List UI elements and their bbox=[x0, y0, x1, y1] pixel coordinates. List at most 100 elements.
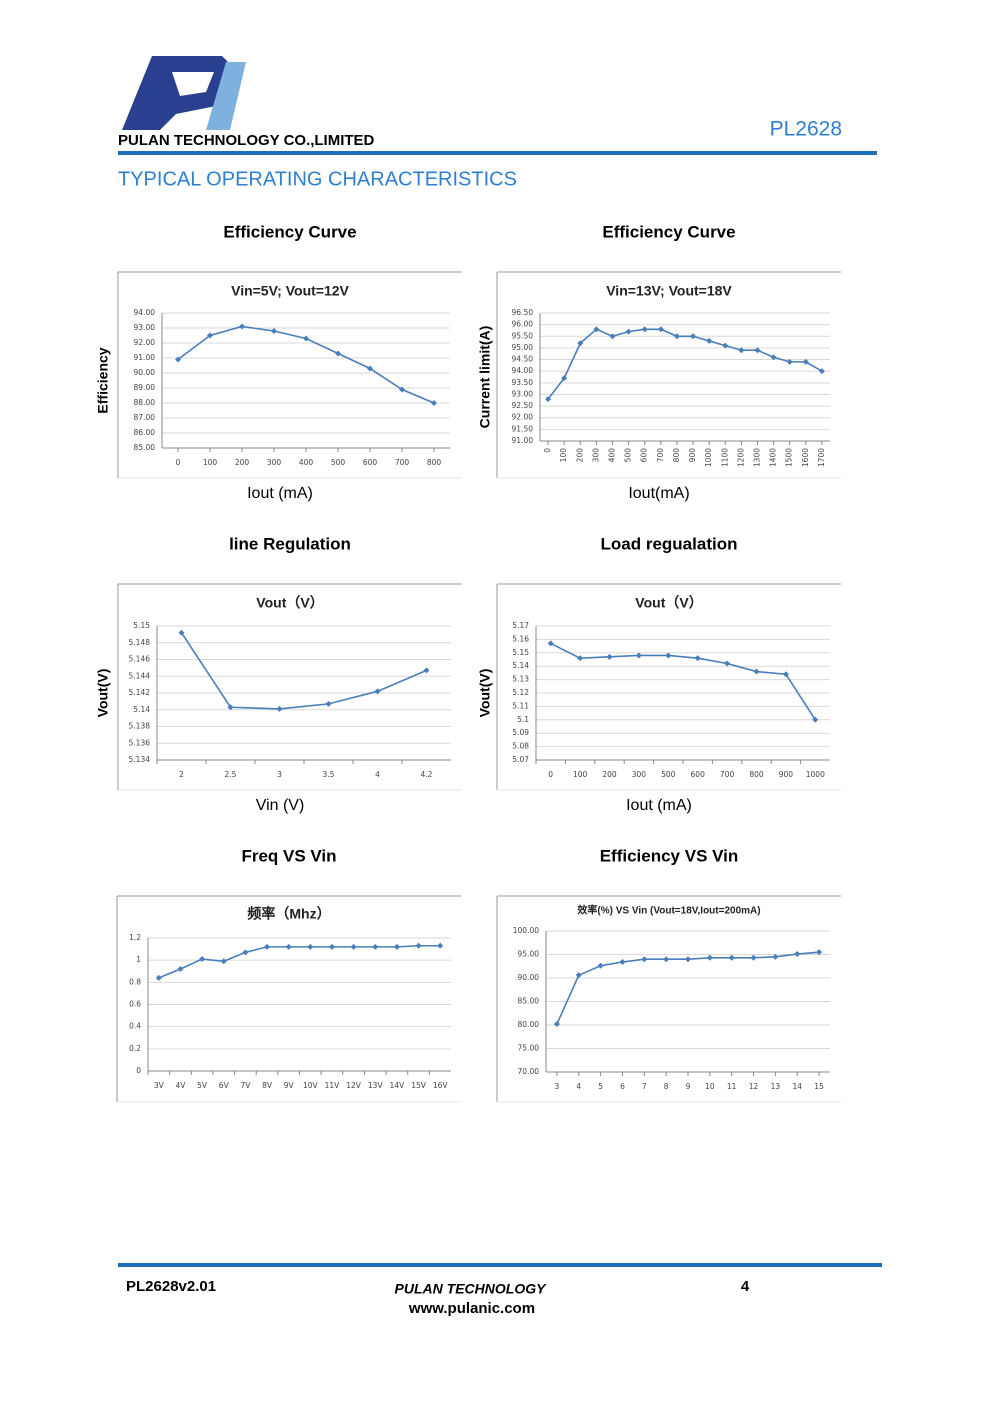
x-tick-label: 4.2 bbox=[421, 770, 433, 779]
point bbox=[750, 954, 757, 961]
y-axis-label: Efficiency bbox=[95, 347, 111, 413]
point bbox=[374, 688, 381, 695]
y-tick-label: 90.00 bbox=[134, 368, 156, 377]
x-tick-label: 3.5 bbox=[323, 770, 335, 779]
point bbox=[207, 332, 213, 339]
point bbox=[635, 652, 642, 659]
x-tick-label: 1200 bbox=[736, 448, 745, 467]
page-number: 4 bbox=[741, 1278, 750, 1295]
x-tick-label: 1000 bbox=[704, 448, 713, 467]
chart-heading: Load regualation bbox=[601, 534, 738, 553]
header-rule bbox=[118, 151, 877, 155]
point bbox=[772, 953, 779, 960]
point bbox=[706, 954, 713, 961]
point bbox=[794, 951, 801, 958]
x-tick-label: 0 bbox=[176, 458, 181, 467]
series-line bbox=[158, 944, 441, 979]
point bbox=[307, 943, 314, 950]
x-tick-label: 13V bbox=[368, 1081, 384, 1090]
chart-title: Vin=5V; Vout=12V bbox=[231, 283, 349, 299]
point bbox=[690, 333, 697, 340]
series-line bbox=[547, 328, 823, 400]
x-tick-label: 13 bbox=[771, 1082, 781, 1091]
y-tick-label: 95.00 bbox=[518, 950, 540, 959]
point bbox=[431, 400, 437, 406]
x-tick-label: 10V bbox=[303, 1081, 319, 1090]
y-tick-label: 94.50 bbox=[512, 355, 534, 364]
point bbox=[393, 943, 400, 950]
point bbox=[722, 342, 729, 349]
point bbox=[372, 943, 379, 950]
y-tick-label: 5.17 bbox=[512, 621, 529, 630]
x-tick-label: 900 bbox=[688, 448, 697, 463]
y-tick-label: 5.11 bbox=[512, 701, 529, 710]
point bbox=[593, 326, 600, 333]
x-tick-label: 3V bbox=[154, 1081, 165, 1090]
chart-title: Vout（V） bbox=[256, 595, 323, 611]
x-tick-label: 900 bbox=[779, 770, 794, 779]
x-tick-label: 7 bbox=[642, 1082, 647, 1091]
logo bbox=[122, 56, 246, 130]
point bbox=[285, 943, 292, 950]
point bbox=[328, 943, 335, 950]
y-tick-label: 70.00 bbox=[518, 1067, 540, 1076]
x-tick-label: 1100 bbox=[720, 448, 729, 467]
x-tick-label: 1700 bbox=[817, 448, 826, 467]
y-tick-label: 5.138 bbox=[129, 722, 151, 731]
x-tick-label: 1000 bbox=[806, 770, 825, 779]
x-tick-label: 700 bbox=[395, 458, 410, 467]
point bbox=[178, 629, 185, 636]
point bbox=[553, 1021, 560, 1028]
y-tick-label: 92.00 bbox=[134, 338, 156, 347]
x-tick-label: 12 bbox=[749, 1082, 759, 1091]
y-tick-label: 0.4 bbox=[129, 1022, 141, 1031]
y-tick-label: 75.00 bbox=[518, 1044, 540, 1053]
x-tick-label: 800 bbox=[672, 448, 681, 463]
point bbox=[641, 326, 648, 333]
y-tick-label: 5.148 bbox=[129, 638, 151, 647]
point bbox=[724, 660, 731, 667]
chart-heading: Freq VS Vin bbox=[241, 846, 336, 865]
x-tick-label: 5V bbox=[197, 1081, 208, 1090]
y-tick-label: 5.09 bbox=[512, 728, 529, 737]
point bbox=[738, 347, 745, 354]
chart-title: Vin=13V; Vout=18V bbox=[606, 283, 732, 299]
point bbox=[335, 350, 341, 357]
x-tick-label: 400 bbox=[299, 458, 314, 467]
y-tick-label: 89.00 bbox=[134, 383, 156, 392]
x-tick-label: 0 bbox=[548, 770, 553, 779]
x-tick-label: 8 bbox=[664, 1082, 669, 1091]
point bbox=[577, 655, 584, 662]
chart-heading: Efficiency Curve bbox=[223, 222, 356, 241]
x-tick-label: 500 bbox=[624, 448, 633, 463]
point bbox=[641, 956, 648, 963]
x-tick-label: 700 bbox=[656, 448, 665, 463]
chart-title: Vout（V） bbox=[635, 595, 702, 611]
x-tick-label: 15 bbox=[814, 1082, 824, 1091]
point bbox=[199, 956, 206, 963]
point bbox=[367, 365, 373, 372]
series-line bbox=[550, 642, 816, 721]
point bbox=[350, 943, 357, 950]
x-tick-label: 2 bbox=[179, 770, 184, 779]
y-tick-label: 93.50 bbox=[512, 378, 534, 387]
x-tick-label: 5 bbox=[598, 1082, 603, 1091]
point bbox=[816, 949, 823, 956]
x-tick-label: 14 bbox=[792, 1082, 802, 1091]
x-tick-label: 0 bbox=[543, 448, 552, 453]
x-tick-label: 4V bbox=[176, 1081, 187, 1090]
x-tick-label: 15V bbox=[411, 1081, 427, 1090]
y-tick-label: 91.00 bbox=[134, 353, 156, 362]
x-tick-label: 9V bbox=[284, 1081, 295, 1090]
y-tick-label: 5.15 bbox=[512, 648, 529, 657]
x-tick-label: 600 bbox=[363, 458, 378, 467]
point bbox=[728, 954, 735, 961]
point bbox=[399, 386, 405, 393]
point bbox=[802, 358, 809, 365]
x-tick-label: 11 bbox=[727, 1082, 737, 1091]
y-tick-label: 5.134 bbox=[129, 755, 151, 764]
point bbox=[276, 705, 283, 712]
y-tick-label: 5.07 bbox=[512, 755, 529, 764]
point bbox=[575, 972, 582, 979]
